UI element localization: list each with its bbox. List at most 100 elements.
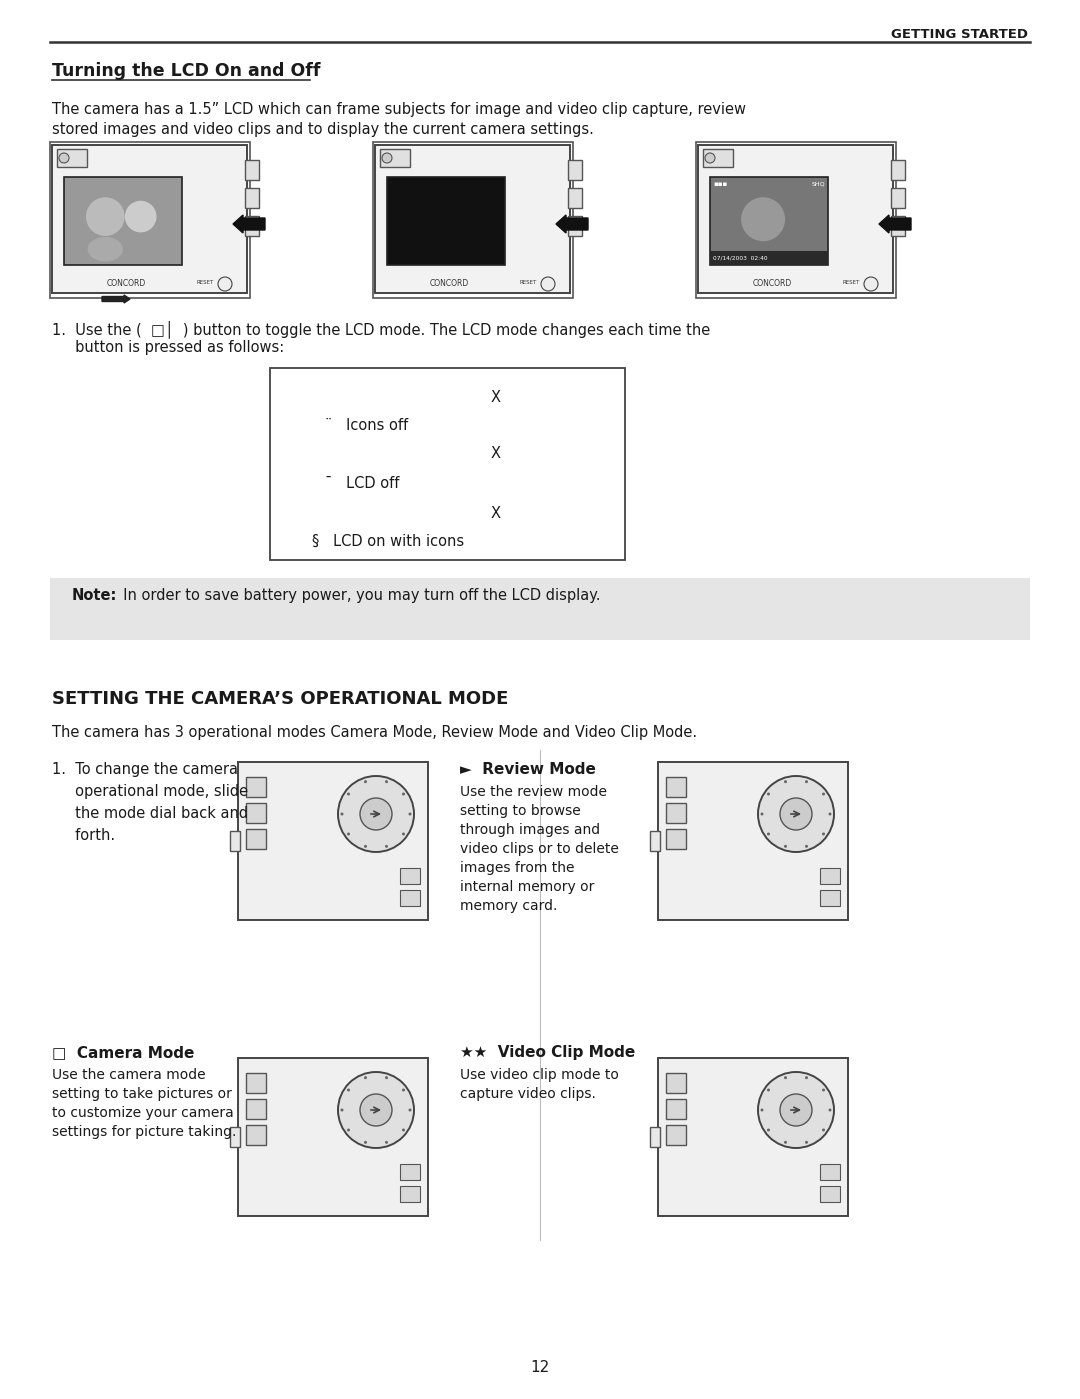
Bar [238, 762, 428, 921]
Text: ¨   Icons off: ¨ Icons off [325, 418, 408, 434]
Bar [64, 178, 183, 264]
Circle shape [767, 1129, 770, 1132]
Circle shape [784, 781, 787, 783]
Bar [650, 1128, 660, 1147]
Bar [568, 187, 582, 208]
Circle shape [784, 845, 787, 848]
Circle shape [360, 797, 392, 830]
Text: RESET: RESET [197, 281, 214, 285]
Circle shape [338, 1072, 414, 1149]
Text: The camera has 3 operational modes Camera Mode, Review Mode and Video Clip Mode.: The camera has 3 operational modes Camer… [52, 725, 697, 740]
Circle shape [340, 813, 343, 816]
Bar [666, 803, 686, 823]
Bar [710, 250, 828, 264]
Circle shape [408, 1108, 411, 1111]
Bar [230, 831, 240, 851]
Bar [400, 867, 420, 884]
Circle shape [364, 781, 367, 783]
Text: CONCORD: CONCORD [753, 278, 792, 288]
Circle shape [805, 1076, 808, 1079]
Bar [380, 150, 410, 166]
Text: X: X [490, 390, 500, 404]
Bar [373, 143, 573, 298]
Bar [230, 1128, 240, 1147]
Circle shape [384, 1076, 388, 1079]
Circle shape [402, 1129, 405, 1132]
Circle shape [347, 1088, 350, 1091]
Text: button is pressed as follows:: button is pressed as follows: [52, 340, 284, 355]
Bar [710, 178, 828, 264]
Bar [666, 830, 686, 849]
Bar [666, 1125, 686, 1144]
Bar [666, 1100, 686, 1119]
Text: Turning the LCD On and Off: Turning the LCD On and Off [52, 62, 321, 80]
Text: Note:: Note: [72, 588, 118, 603]
Bar [387, 178, 505, 264]
Circle shape [767, 792, 770, 796]
Text: SETTING THE CAMERA’S OPERATIONAL MODE: SETTING THE CAMERA’S OPERATIONAL MODE [52, 690, 509, 708]
Text: ▪▪▪: ▪▪▪ [713, 180, 727, 187]
Circle shape [402, 792, 405, 796]
Circle shape [805, 845, 808, 848]
FancyArrow shape [556, 215, 588, 234]
Text: ¯   LCD off: ¯ LCD off [325, 476, 400, 491]
Circle shape [218, 277, 232, 291]
Bar [238, 1058, 428, 1216]
Circle shape [347, 832, 350, 835]
Text: □  Camera Mode: □ Camera Mode [52, 1045, 194, 1060]
Circle shape [784, 1076, 787, 1079]
Text: ★★  Video Clip Mode: ★★ Video Clip Mode [460, 1045, 635, 1060]
Bar [891, 187, 905, 208]
FancyArrow shape [233, 215, 265, 234]
Circle shape [780, 797, 812, 830]
Bar [696, 143, 896, 298]
Circle shape [760, 1108, 764, 1111]
Text: through images and: through images and [460, 823, 600, 837]
Circle shape [741, 197, 785, 241]
Bar [703, 150, 733, 166]
Circle shape [384, 781, 388, 783]
Bar [820, 890, 840, 907]
Bar [891, 215, 905, 236]
FancyArrow shape [879, 215, 912, 234]
Text: forth.: forth. [52, 828, 116, 844]
Circle shape [822, 1088, 825, 1091]
FancyArrow shape [102, 295, 130, 304]
Bar [400, 1164, 420, 1179]
Circle shape [402, 832, 405, 835]
Text: X: X [490, 446, 500, 462]
Text: 1.  To change the camera: 1. To change the camera [52, 762, 238, 776]
Bar [245, 159, 259, 180]
Text: images from the: images from the [460, 860, 575, 874]
Circle shape [402, 1088, 405, 1091]
Circle shape [805, 1140, 808, 1144]
Circle shape [364, 845, 367, 848]
Bar [698, 145, 893, 292]
Circle shape [828, 1108, 832, 1111]
Bar [246, 830, 266, 849]
Bar [246, 803, 266, 823]
Bar [57, 150, 87, 166]
Bar [820, 1164, 840, 1179]
Text: internal memory or: internal memory or [460, 880, 594, 894]
Bar [568, 215, 582, 236]
Bar [658, 762, 848, 921]
Circle shape [760, 813, 764, 816]
Circle shape [382, 152, 392, 164]
Bar [245, 215, 259, 236]
Text: settings for picture taking.: settings for picture taking. [52, 1125, 237, 1139]
Circle shape [805, 781, 808, 783]
Bar [270, 368, 625, 560]
Bar [891, 159, 905, 180]
Circle shape [59, 152, 69, 164]
Circle shape [384, 1140, 388, 1144]
Circle shape [347, 792, 350, 796]
Text: RESET: RESET [519, 281, 537, 285]
Circle shape [705, 152, 715, 164]
Bar [658, 1058, 848, 1216]
Bar [650, 831, 660, 851]
Bar [246, 1125, 266, 1144]
Bar [666, 1073, 686, 1093]
Text: 1.  Use the (  □│  ) button to toggle the LCD mode. The LCD mode changes each ti: 1. Use the ( □│ ) button to toggle the L… [52, 320, 711, 337]
Bar [375, 145, 570, 292]
